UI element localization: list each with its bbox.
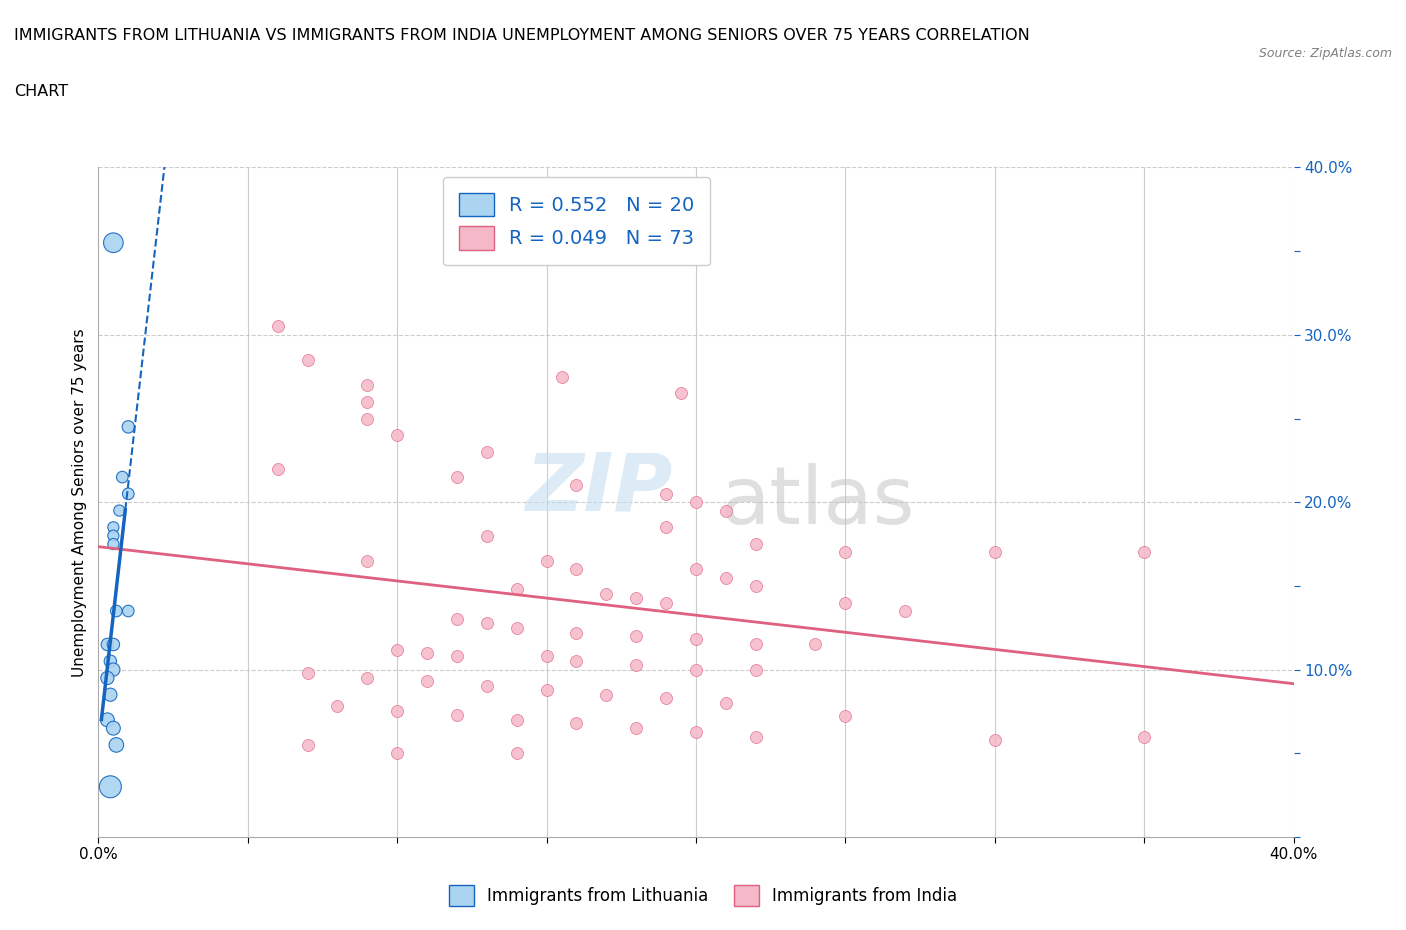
Point: [297, 666, 319, 681]
Point: [385, 428, 409, 443]
Point: [1133, 729, 1156, 744]
Point: [416, 645, 439, 660]
Point: [565, 625, 588, 640]
Point: [475, 616, 498, 631]
Point: [565, 562, 588, 577]
Point: [385, 642, 409, 657]
Point: [111, 470, 134, 485]
Point: [446, 612, 468, 627]
Point: [96, 637, 118, 652]
Text: IMMIGRANTS FROM LITHUANIA VS IMMIGRANTS FROM INDIA UNEMPLOYMENT AMONG SENIORS OV: IMMIGRANTS FROM LITHUANIA VS IMMIGRANTS …: [14, 28, 1029, 43]
Point: [983, 733, 1005, 748]
Point: [565, 654, 588, 669]
Point: [103, 537, 125, 551]
Point: [685, 495, 707, 510]
Point: [103, 520, 125, 535]
Text: ZIP: ZIP: [524, 450, 672, 528]
Point: [834, 709, 856, 724]
Point: [297, 352, 319, 367]
Point: [624, 721, 647, 736]
Point: [655, 595, 678, 610]
Point: [550, 369, 572, 384]
Text: CHART: CHART: [14, 84, 67, 99]
Point: [446, 708, 468, 723]
Point: [103, 637, 125, 652]
Point: [536, 649, 558, 664]
Point: [267, 461, 290, 476]
Legend: Immigrants from Lithuania, Immigrants from India: Immigrants from Lithuania, Immigrants fr…: [443, 879, 963, 912]
Point: [595, 687, 617, 702]
Point: [714, 696, 737, 711]
Point: [96, 671, 118, 685]
Point: [894, 604, 917, 618]
Point: [714, 570, 737, 585]
Point: [506, 582, 529, 597]
Point: [685, 562, 707, 577]
Point: [745, 637, 768, 652]
Point: [267, 319, 290, 334]
Point: [655, 691, 678, 706]
Point: [103, 528, 125, 543]
Point: [117, 419, 139, 434]
Point: [745, 578, 768, 593]
Point: [506, 746, 529, 761]
Point: [105, 604, 128, 618]
Point: [385, 704, 409, 719]
Point: [565, 716, 588, 731]
Point: [655, 486, 678, 501]
Text: atlas: atlas: [720, 463, 914, 541]
Point: [1133, 545, 1156, 560]
Point: [103, 235, 125, 250]
Point: [416, 674, 439, 689]
Point: [117, 486, 139, 501]
Point: [506, 712, 529, 727]
Point: [983, 545, 1005, 560]
Text: Source: ZipAtlas.com: Source: ZipAtlas.com: [1258, 46, 1392, 60]
Point: [103, 662, 125, 677]
Point: [745, 662, 768, 677]
Point: [669, 386, 692, 401]
Point: [745, 537, 768, 551]
Point: [565, 478, 588, 493]
Point: [685, 632, 707, 647]
Point: [446, 470, 468, 485]
Point: [685, 662, 707, 677]
Point: [326, 699, 349, 714]
Point: [745, 729, 768, 744]
Y-axis label: Unemployment Among Seniors over 75 years: Unemployment Among Seniors over 75 years: [72, 328, 87, 676]
Point: [714, 503, 737, 518]
Point: [834, 595, 856, 610]
Point: [834, 545, 856, 560]
Point: [105, 737, 128, 752]
Legend: R = 0.552   N = 20, R = 0.049   N = 73: R = 0.552 N = 20, R = 0.049 N = 73: [443, 177, 710, 265]
Point: [356, 553, 378, 568]
Point: [96, 712, 118, 727]
Point: [117, 604, 139, 618]
Point: [536, 553, 558, 568]
Point: [356, 378, 378, 392]
Point: [595, 587, 617, 602]
Point: [475, 679, 498, 694]
Point: [98, 654, 122, 669]
Point: [385, 746, 409, 761]
Point: [624, 591, 647, 605]
Point: [804, 637, 827, 652]
Point: [655, 520, 678, 535]
Point: [475, 445, 498, 459]
Point: [536, 683, 558, 698]
Point: [356, 394, 378, 409]
Point: [624, 658, 647, 672]
Point: [98, 687, 122, 702]
Point: [475, 528, 498, 543]
Point: [624, 629, 647, 644]
Point: [356, 671, 378, 685]
Point: [98, 779, 122, 794]
Point: [356, 411, 378, 426]
Point: [446, 649, 468, 664]
Point: [297, 737, 319, 752]
Point: [103, 721, 125, 736]
Point: [506, 620, 529, 635]
Point: [108, 503, 131, 518]
Point: [685, 724, 707, 739]
